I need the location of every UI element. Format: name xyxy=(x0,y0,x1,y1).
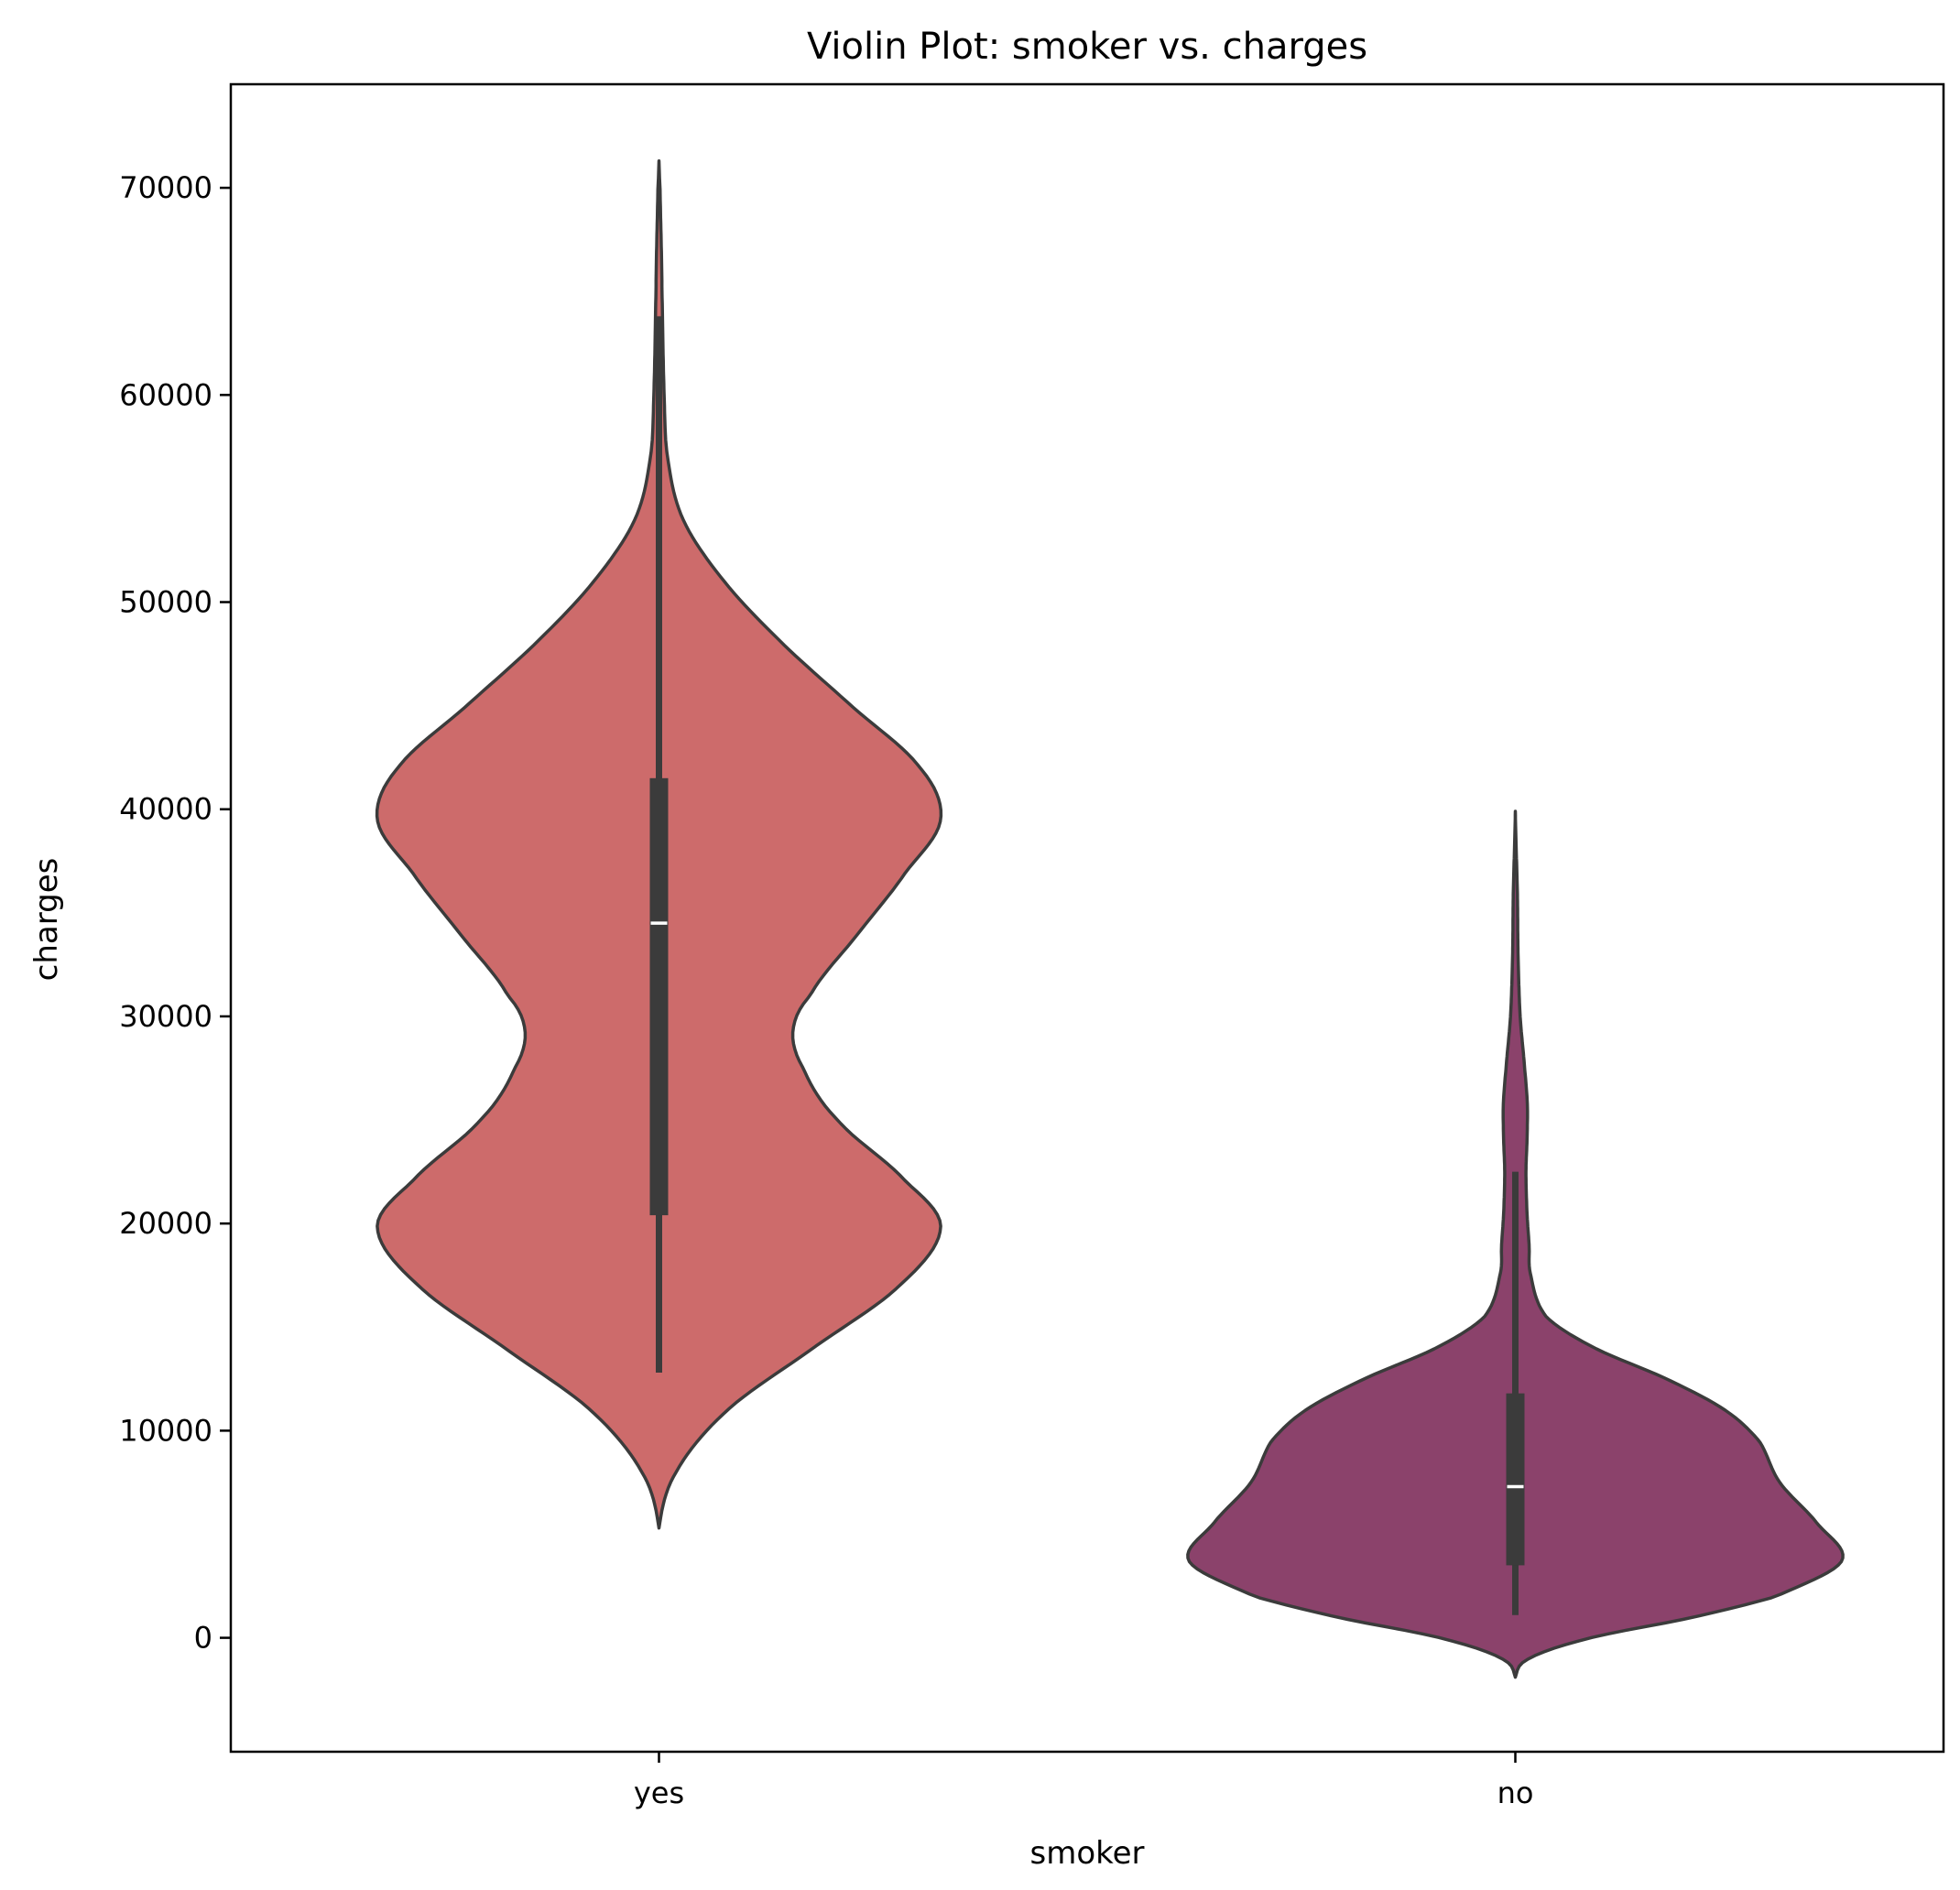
y-tick-label: 40000 xyxy=(119,792,212,827)
plot-frame xyxy=(229,82,1945,1754)
axes: 0 10000 20000 30000 40000 50000 60000 70000 yes n… xyxy=(119,170,1533,1810)
y-tick-label: 10000 xyxy=(119,1413,212,1448)
plot-area xyxy=(375,158,1845,1679)
violin-iqr-box-yes xyxy=(649,777,669,1216)
y-tick-label: 0 xyxy=(194,1621,212,1656)
chart-title: Violin Plot: smoker vs. charges xyxy=(807,26,1367,68)
y-tick-label: 50000 xyxy=(119,585,212,620)
y-tick-label: 30000 xyxy=(119,999,212,1034)
violin-iqr-box-no xyxy=(1506,1393,1525,1566)
y-tick-label: 70000 xyxy=(119,170,212,205)
x-axis-label: smoker xyxy=(1029,1835,1144,1872)
y-tick-label: 60000 xyxy=(119,377,212,412)
x-tick-label-yes: yes xyxy=(634,1776,684,1810)
y-tick-label: 20000 xyxy=(119,1206,212,1241)
x-tick-label-no: no xyxy=(1497,1776,1534,1810)
y-axis-label: charges xyxy=(28,858,65,982)
